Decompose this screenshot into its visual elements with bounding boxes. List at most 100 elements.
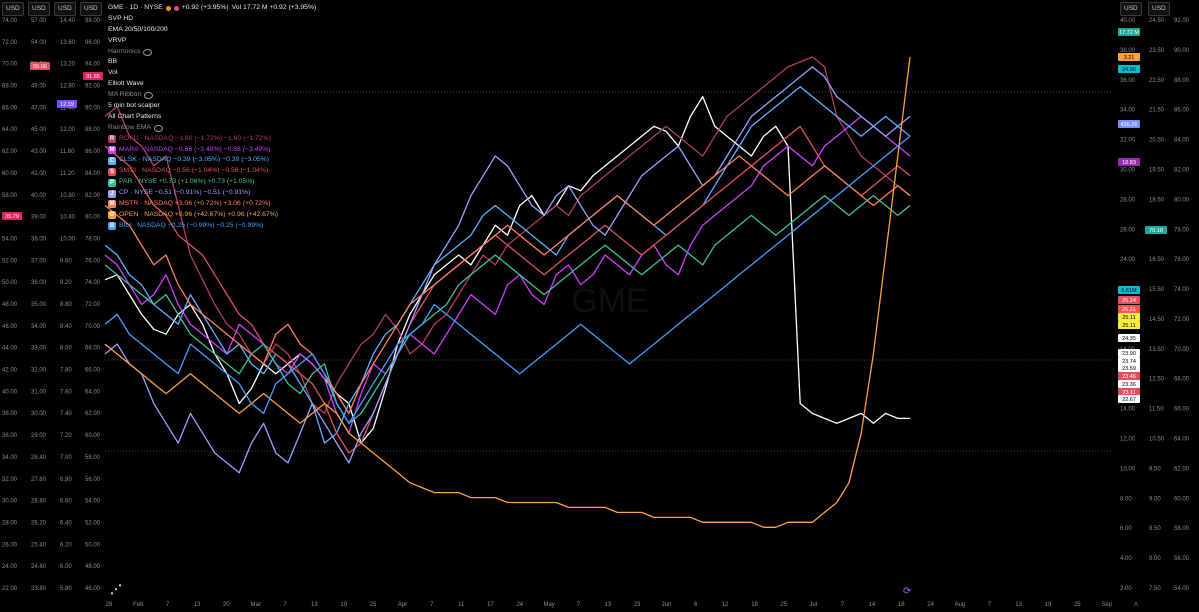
currency-button-3[interactable]: USD: [54, 2, 76, 16]
x-axis-label: 25: [370, 602, 377, 608]
x-axis-label: 7: [988, 602, 992, 608]
left-price-tick: 45.00: [31, 127, 47, 133]
comparison-item[interactable]: B BILI · NASDAQ −0.25 (−0.99%) −0.25 (−0.…: [108, 221, 316, 232]
currency-button-6[interactable]: USD: [1148, 2, 1170, 16]
left-price-tick: 74.00: [85, 280, 101, 286]
left-price-tick: 78.00: [85, 236, 101, 242]
indicator-item[interactable]: EMA 20/50/100/200: [108, 25, 316, 36]
series-line-smci[interactable]: [104, 125, 911, 454]
hidden-eye-icon[interactable]: [154, 124, 164, 132]
currency-button-4[interactable]: USD: [80, 2, 102, 16]
indicator-item[interactable]: VRVP: [108, 36, 316, 47]
comparison-item[interactable]: C CLSK · NASDAQ −0.39 (−3.05%) −0.39 (−3.…: [108, 155, 316, 166]
indicator-item[interactable]: Harmonics: [108, 47, 316, 58]
indicator-item[interactable]: Rainbow EMA: [108, 123, 316, 134]
left-price-tick: 28.00: [2, 520, 18, 526]
comparison-item[interactable]: S SMCI · NASDAQ −0.56 (−1.04%) −0.56 (−1.…: [108, 166, 316, 177]
series-line-bili[interactable]: [104, 135, 911, 424]
series-line-open[interactable]: [104, 56, 911, 528]
indicator-item[interactable]: Vol: [108, 68, 316, 79]
right-price-tick: 40.00: [1120, 18, 1136, 24]
x-axis-label: Sep: [1101, 602, 1112, 608]
left-price-tick: 35.00: [31, 302, 47, 308]
right-price-badge-label: 25.11: [1122, 315, 1135, 321]
comparison-item[interactable]: J CP · NYSE −0.51 (−0.91%) −0.51 (−0.91%): [108, 188, 316, 199]
right-price-badge-label: 23.90: [1122, 351, 1136, 357]
left-price-tick: 60.00: [2, 171, 18, 177]
indicator-item[interactable]: Elliott Wave: [108, 79, 316, 90]
right-price-badge-label: 17.72 M: [1119, 30, 1139, 36]
right-price-tick: 66.00: [1174, 407, 1190, 413]
comparison-item[interactable]: R ROKU · NASDAQ −1.60 (−1.72%) −1.60 (−1.…: [108, 134, 316, 145]
series-line-par[interactable]: [104, 194, 911, 424]
right-price-badge-label: 3.21: [1124, 55, 1135, 61]
right-price-tick: 26.00: [1120, 227, 1136, 233]
left-price-tick: 58.00: [2, 193, 18, 199]
left-price-tick: 72.00: [85, 302, 101, 308]
indicator-label: Harmonics: [108, 47, 141, 55]
left-price-tick: 74.00: [2, 18, 18, 24]
replay-icon[interactable]: ⟳: [903, 586, 912, 597]
left-price-tick: 7.00: [60, 455, 72, 461]
left-price-tick: 34.00: [2, 455, 18, 461]
left-price-tick: 5.80: [60, 586, 72, 592]
x-axis-label: 18: [751, 602, 758, 608]
indicator-item[interactable]: 5 min bot scalper: [108, 101, 316, 112]
x-axis-label: 18: [898, 602, 905, 608]
comparison-label: BILI · NASDAQ −0.25 (−0.99%) −0.25 (−0.9…: [119, 221, 264, 229]
left-price-tick: 8.80: [60, 302, 72, 308]
tradingview-logo-icon[interactable]: ⋰: [110, 582, 122, 596]
left-price-tick: 14.40: [60, 18, 76, 24]
indicator-label: Rainbow EMA: [108, 123, 152, 131]
right-price-badge: [1118, 158, 1140, 166]
left-price-tick: 44.00: [2, 346, 18, 352]
x-axis-label: 24: [516, 602, 523, 608]
comparison-item[interactable]: M MSTR · NASDAQ +3.06 (+0.72%) +3.06 (+0.…: [108, 199, 316, 210]
left-price-tick: 24.00: [2, 564, 18, 570]
left-price-tick: 40.00: [31, 193, 47, 199]
series-line-mara[interactable]: [104, 115, 911, 434]
x-axis-label: 24: [927, 602, 934, 608]
left-price-tick: 72.00: [2, 40, 18, 46]
left-price-tick: 41.00: [31, 171, 47, 177]
indicator-item[interactable]: BB: [108, 57, 316, 68]
right-price-tick: 60.00: [1174, 496, 1190, 502]
series-line-mstr[interactable]: [104, 155, 911, 415]
currency-button-5[interactable]: USD: [1120, 2, 1142, 16]
left-price-tick: 33.00: [31, 346, 47, 352]
series-line-cp[interactable]: [104, 66, 911, 474]
right-price-tick: 9.50: [1149, 466, 1161, 472]
right-price-badge: [1118, 334, 1140, 342]
left-price-tick: 13.60: [60, 40, 76, 46]
right-price-tick: 54.00: [1174, 586, 1190, 592]
ticker-title[interactable]: GME · 1D · NYSE: [108, 4, 163, 11]
right-price-badge: [1118, 395, 1140, 403]
right-price-tick: 8.00: [1149, 556, 1161, 562]
comparison-item[interactable]: M MARA · NASDAQ −0.68 (−3.49%) −0.68 (−3.…: [108, 145, 316, 156]
currency-button-2[interactable]: USD: [28, 2, 50, 16]
left-price-tick: 7.40: [60, 411, 72, 417]
left-price-tick: 42.00: [2, 368, 18, 374]
comparison-item[interactable]: P PAR · NYSE +0.73 (+1.06%) +0.73 (+1.05%…: [108, 177, 316, 188]
indicator-item[interactable]: SVP HD: [108, 14, 316, 25]
left-price-tick: 23.80: [31, 586, 47, 592]
series-line-gme[interactable]: [104, 95, 910, 444]
comparison-item[interactable]: O OPEN · NASDAQ +0.96 (+42.67%) +0.96 (+4…: [108, 210, 316, 221]
right-price-tick: 82.00: [1174, 167, 1190, 173]
right-price-tick: 70.00: [1174, 347, 1190, 353]
right-price-tick: 18.50: [1149, 197, 1165, 203]
left-price-badge: [30, 62, 50, 70]
right-price-badge-label: 23.36: [1122, 382, 1136, 388]
right-price-tick: 78.00: [1174, 227, 1190, 233]
chart-legend: GME · 1D · NYSE +0.92 (+3.95%) Vol 17.72…: [108, 3, 316, 232]
hidden-eye-icon[interactable]: [143, 48, 153, 56]
hidden-eye-icon[interactable]: [144, 92, 154, 100]
alert-icon: [173, 5, 179, 11]
currency-button-1[interactable]: USD: [2, 2, 24, 16]
indicator-item[interactable]: MA Ribbon: [108, 90, 316, 101]
indicator-item[interactable]: All Chart Patterns: [108, 112, 316, 123]
right-price-tick: 13.50: [1149, 347, 1165, 353]
x-axis-label: 17: [487, 602, 494, 608]
left-price-tick: 12.40: [60, 105, 76, 111]
